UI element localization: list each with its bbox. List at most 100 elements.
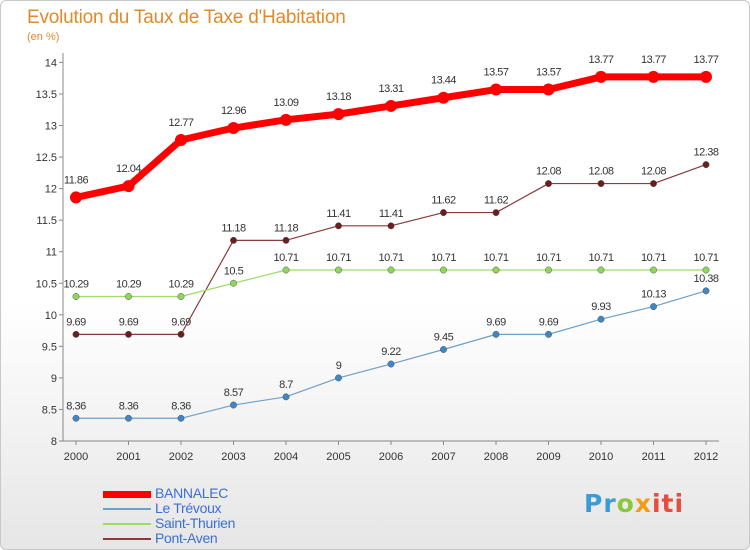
data-label: 9.69: [486, 316, 506, 328]
data-point: [230, 236, 237, 244]
data-point: [230, 279, 237, 287]
data-point: [332, 108, 345, 121]
data-label: 8.57: [224, 387, 244, 399]
data-point: [385, 99, 397, 112]
data-label: 10.71: [588, 252, 613, 264]
data-label: 9.22: [381, 346, 401, 358]
x-tick-label: 2004: [274, 451, 298, 463]
data-label: 10.38: [693, 273, 718, 285]
proxiti-logo: Proxiti: [584, 489, 684, 518]
legend-label: Pont-Aven: [155, 530, 218, 546]
data-label: 10.71: [326, 252, 351, 264]
chart-title: Evolution du Taux de Taxe d'Habitation: [27, 7, 346, 28]
data-point: [595, 70, 607, 83]
data-label: 10.13: [641, 289, 666, 301]
data-point: [282, 393, 290, 401]
data-label: 10.5: [224, 265, 244, 277]
data-label: 13.77: [693, 54, 718, 66]
data-label: 12.96: [221, 105, 246, 117]
series-line-0: [75, 73, 706, 201]
data-point: [335, 374, 342, 382]
y-tick-label: 10.5: [36, 278, 57, 290]
legend-label: Saint-Thurien: [155, 515, 236, 531]
x-tick-label: 2010: [589, 451, 613, 463]
data-point: [647, 70, 660, 83]
data-label: 10.29: [116, 279, 141, 291]
data-label: 12.38: [693, 147, 718, 159]
data-point: [702, 161, 710, 169]
x-tick-label: 2000: [64, 451, 88, 463]
y-tick-label: 11.5: [36, 215, 57, 227]
data-label: 9.93: [591, 301, 611, 313]
data-label: 11.18: [274, 222, 299, 234]
x-tick-label: 2003: [221, 451, 245, 463]
x-tick-label: 2002: [169, 451, 193, 463]
data-point: [282, 236, 290, 244]
y-tick-label: 14: [45, 57, 57, 69]
data-label: 11.86: [64, 174, 89, 186]
data-point: [125, 330, 132, 338]
data-label: 13.77: [641, 54, 666, 66]
data-point: [492, 330, 500, 338]
data-label: 11.18: [221, 222, 246, 234]
data-label: 10.71: [273, 252, 298, 264]
x-tick-label: 2009: [536, 451, 560, 463]
data-label: 13.57: [483, 67, 508, 79]
data-point: [700, 70, 712, 83]
data-point: [440, 266, 447, 274]
data-point: [597, 180, 605, 188]
data-point: [387, 222, 395, 230]
data-point: [440, 346, 447, 353]
data-label: 11.41: [379, 208, 404, 220]
x-tick-label: 2008: [484, 451, 508, 463]
data-label: 9.69: [119, 316, 139, 328]
logo-part-1: Pr: [584, 489, 617, 518]
data-label: 10.71: [378, 252, 403, 264]
data-label: 10.71: [483, 252, 508, 264]
legend-label: BANNALEC: [155, 485, 229, 501]
legend-swatch: [103, 490, 151, 498]
legend-swatch: [103, 523, 151, 525]
data-point: [177, 293, 185, 300]
logo-part-4: iti: [651, 489, 685, 518]
data-label: 12.77: [168, 117, 193, 129]
data-point: [335, 222, 342, 230]
data-label: 10.29: [168, 279, 193, 291]
legend-label: Le Trévoux: [155, 500, 222, 516]
y-tick-label: 12.5: [36, 152, 57, 164]
y-tick-label: 9.5: [42, 341, 57, 353]
data-label: 13.57: [536, 67, 561, 79]
data-label: 8.36: [66, 400, 86, 412]
data-point: [387, 266, 395, 274]
y-tick-label: 13: [45, 121, 57, 133]
data-point: [440, 209, 447, 217]
data-point: [597, 266, 605, 274]
logo-part-3: x: [634, 489, 652, 518]
data-point: [650, 180, 657, 188]
y-tick-label: 13.5: [36, 89, 57, 101]
x-tick-label: 2005: [326, 451, 350, 463]
data-label: 12.08: [588, 166, 613, 178]
data-label: 10.71: [693, 252, 718, 264]
x-tick-label: 2006: [379, 451, 403, 463]
data-label: 9: [336, 360, 342, 372]
data-label: 9.69: [539, 316, 559, 328]
data-label: 13.44: [431, 75, 456, 87]
data-label: 13.77: [588, 54, 613, 66]
x-tick-label: 2007: [431, 451, 455, 463]
legend-swatch: [103, 538, 151, 540]
data-point: [227, 122, 240, 135]
legend-swatch: [103, 508, 151, 510]
data-label: 11.62: [484, 195, 509, 207]
data-point: [177, 414, 185, 422]
data-point: [492, 209, 500, 217]
data-point: [437, 91, 450, 104]
data-label: 13.09: [273, 97, 298, 109]
x-tick-label: 2011: [642, 451, 666, 463]
line-chart: 8 8.5 9 9.5 10 10.5 11 11.5 12 12.5 13 13.5 14 2000 20…: [36, 53, 719, 463]
y-tick-label: 8: [51, 436, 57, 448]
data-point: [230, 401, 237, 409]
data-label: 9.45: [434, 332, 454, 344]
data-point: [125, 414, 132, 422]
